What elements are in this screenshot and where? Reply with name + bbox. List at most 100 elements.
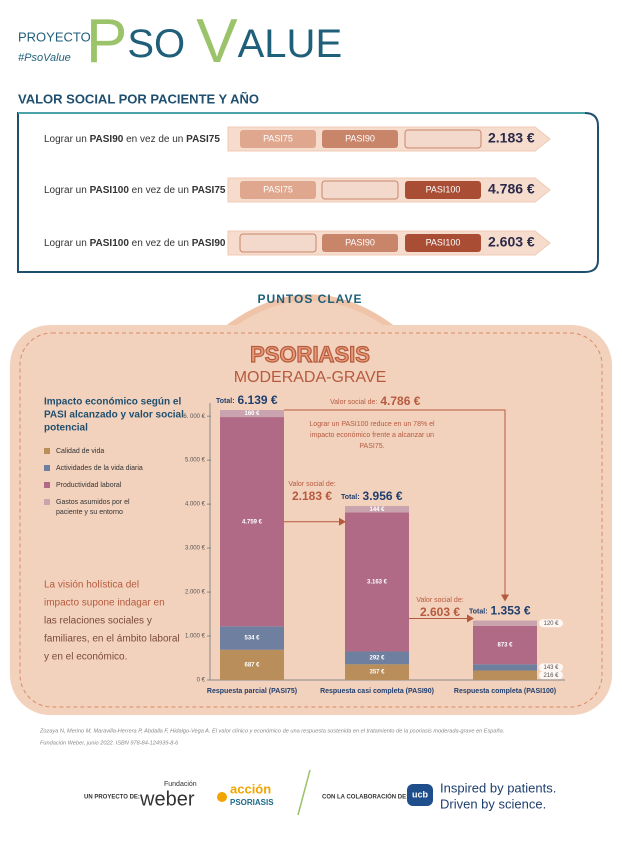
row-text-part: en vez de un [129, 238, 192, 249]
paragraph-line: La visión holística del [44, 580, 139, 591]
bar-segment [345, 664, 409, 680]
row-box [240, 181, 316, 199]
accion-psoriasis: PSORIASIS [230, 798, 274, 807]
category-label: Respuesta casi completa (PASI90) [320, 688, 434, 695]
y-tick-label: 1.000 € [185, 634, 206, 640]
row-box-label: PASI100 [426, 237, 461, 247]
panel-heading: Impacto económico según el [44, 397, 181, 408]
divider [297, 769, 311, 816]
logo-part: V [196, 7, 238, 76]
rows: Lograr un PASI90 en vez de un PASI75 PASI… [44, 126, 551, 256]
value-pill [539, 671, 563, 680]
total-label: Total: 1.353 € [469, 604, 531, 618]
row-box [405, 181, 481, 199]
row-text-part: PASI75 [192, 185, 226, 196]
bar-segment [345, 512, 409, 652]
note-line: PASI75. [359, 443, 384, 450]
total-label: Total: 6.139 € [216, 393, 278, 407]
legend-label: Gastos asumidos por el paciente y su ent… [56, 499, 131, 516]
legend-swatch [44, 448, 50, 454]
row-text-part: PASI100 [90, 185, 130, 196]
weber-logo: weber [139, 788, 195, 810]
legend-line: Gastos asumidos por el [56, 499, 131, 506]
row-box [240, 130, 316, 148]
row-box-empty [239, 233, 317, 253]
category-label: Respuesta completa (PASI100) [454, 688, 556, 695]
legend-label: Actividades de la vida diaria [56, 465, 143, 472]
value-label: 534 € [244, 636, 260, 642]
y-tick-label: 0 € [197, 678, 206, 684]
bar-segment [220, 649, 284, 680]
bar-segment [345, 506, 409, 513]
row-value: 4.786 € [488, 181, 535, 197]
y-tick-label: 4.000 € [185, 502, 206, 508]
bar-segment [220, 417, 284, 627]
citation-line: Zozaya N, Merino M, Maravilla-Herrera P,… [39, 728, 504, 734]
bar-segment [345, 651, 409, 665]
ucb-mark [407, 784, 433, 806]
legend-swatch [44, 499, 50, 505]
project-label: UN PROYECTO DE: [84, 795, 140, 801]
y-tick-label: 5.000 € [185, 458, 206, 464]
paragraph-line: familiares, en el ámbito laboral [44, 634, 180, 645]
panel-subtitle: MODERADA-GRAVE [234, 369, 387, 386]
panel-border [19, 332, 603, 708]
social-value: 4.786 € [380, 394, 420, 408]
social-label: Valor social de: 4.786 € [330, 394, 421, 408]
badge-arc [223, 294, 397, 333]
accion: acción [230, 781, 271, 796]
slogan-1: Inspired by patients. [440, 780, 556, 795]
row-value: 2.603 € [488, 234, 535, 250]
note-line: Lograr un PASI100 reduce en un 78% el [309, 421, 435, 428]
section-title: VALOR SOCIAL POR PACIENTE Y AÑO [18, 91, 259, 106]
citation: Zozaya N, Merino M, Maravilla-Herrera P,… [39, 728, 504, 746]
legend-label: Calidad de vida [56, 448, 104, 455]
logo-part: ALUE [238, 22, 343, 66]
row-box [322, 130, 398, 148]
row-text-part: Lograr un [44, 238, 90, 249]
legend-line: paciente y su entorno [56, 509, 123, 516]
bar-segment [473, 670, 537, 680]
bar-segment [473, 664, 537, 671]
y-tick-label: 6. 000 € [183, 414, 205, 420]
social-value: 2.603 € [420, 605, 460, 619]
row-value: 2.183 € [488, 130, 535, 146]
y-tick-label: 3.000 € [185, 546, 206, 552]
note-line: impacto económico frente a alcanzar un [310, 432, 434, 439]
total-value: 1.353 € [491, 604, 531, 618]
total-value: 6.139 € [238, 393, 278, 407]
total-prefix: Total: [341, 494, 360, 501]
value-label: 292 € [369, 655, 385, 661]
bar-segment [220, 626, 284, 650]
badge: PUNTOS CLAVE [258, 292, 363, 306]
row-text: Lograr un PASI90 en vez de un PASI75 [44, 134, 220, 145]
row-box-label: PASI75 [263, 133, 293, 143]
value-label: 3.163 € [367, 580, 388, 586]
row-text: Lograr un PASI100 en vez de un PASI75 [44, 185, 226, 196]
value-pill [539, 619, 563, 628]
left-panel: Impacto económico según el PASI alcanzado… [44, 397, 184, 663]
bar-segment [220, 410, 284, 418]
row-text-part: PASI90 [192, 238, 226, 249]
slogan-2: Driven by science. [440, 796, 546, 811]
row-box-label: PASI90 [345, 133, 375, 143]
social-label: Valor social de: [288, 481, 335, 488]
legend-swatch [44, 482, 50, 488]
total-prefix: Total: [216, 398, 235, 405]
collab-label: CON LA COLABORACIÓN DE: [322, 793, 408, 801]
paragraph-line: y en el económico. [44, 652, 127, 663]
row-box [322, 234, 398, 252]
ucb: ucb [412, 789, 429, 799]
total-prefix: Total: [469, 608, 488, 615]
total-value: 3.956 € [363, 489, 403, 503]
row-box [405, 234, 481, 252]
value-pill [539, 663, 563, 672]
panel-title: PSORIASIS [250, 342, 370, 367]
panel-heading: potencial [44, 423, 88, 434]
row-text-part: en vez de un [123, 134, 186, 145]
paragraph-line: las relaciones sociales y [44, 616, 152, 627]
row-box-label: PASI90 [345, 237, 375, 247]
value-label: 873 € [497, 643, 513, 649]
row-text-part: Lograr un [44, 134, 90, 145]
